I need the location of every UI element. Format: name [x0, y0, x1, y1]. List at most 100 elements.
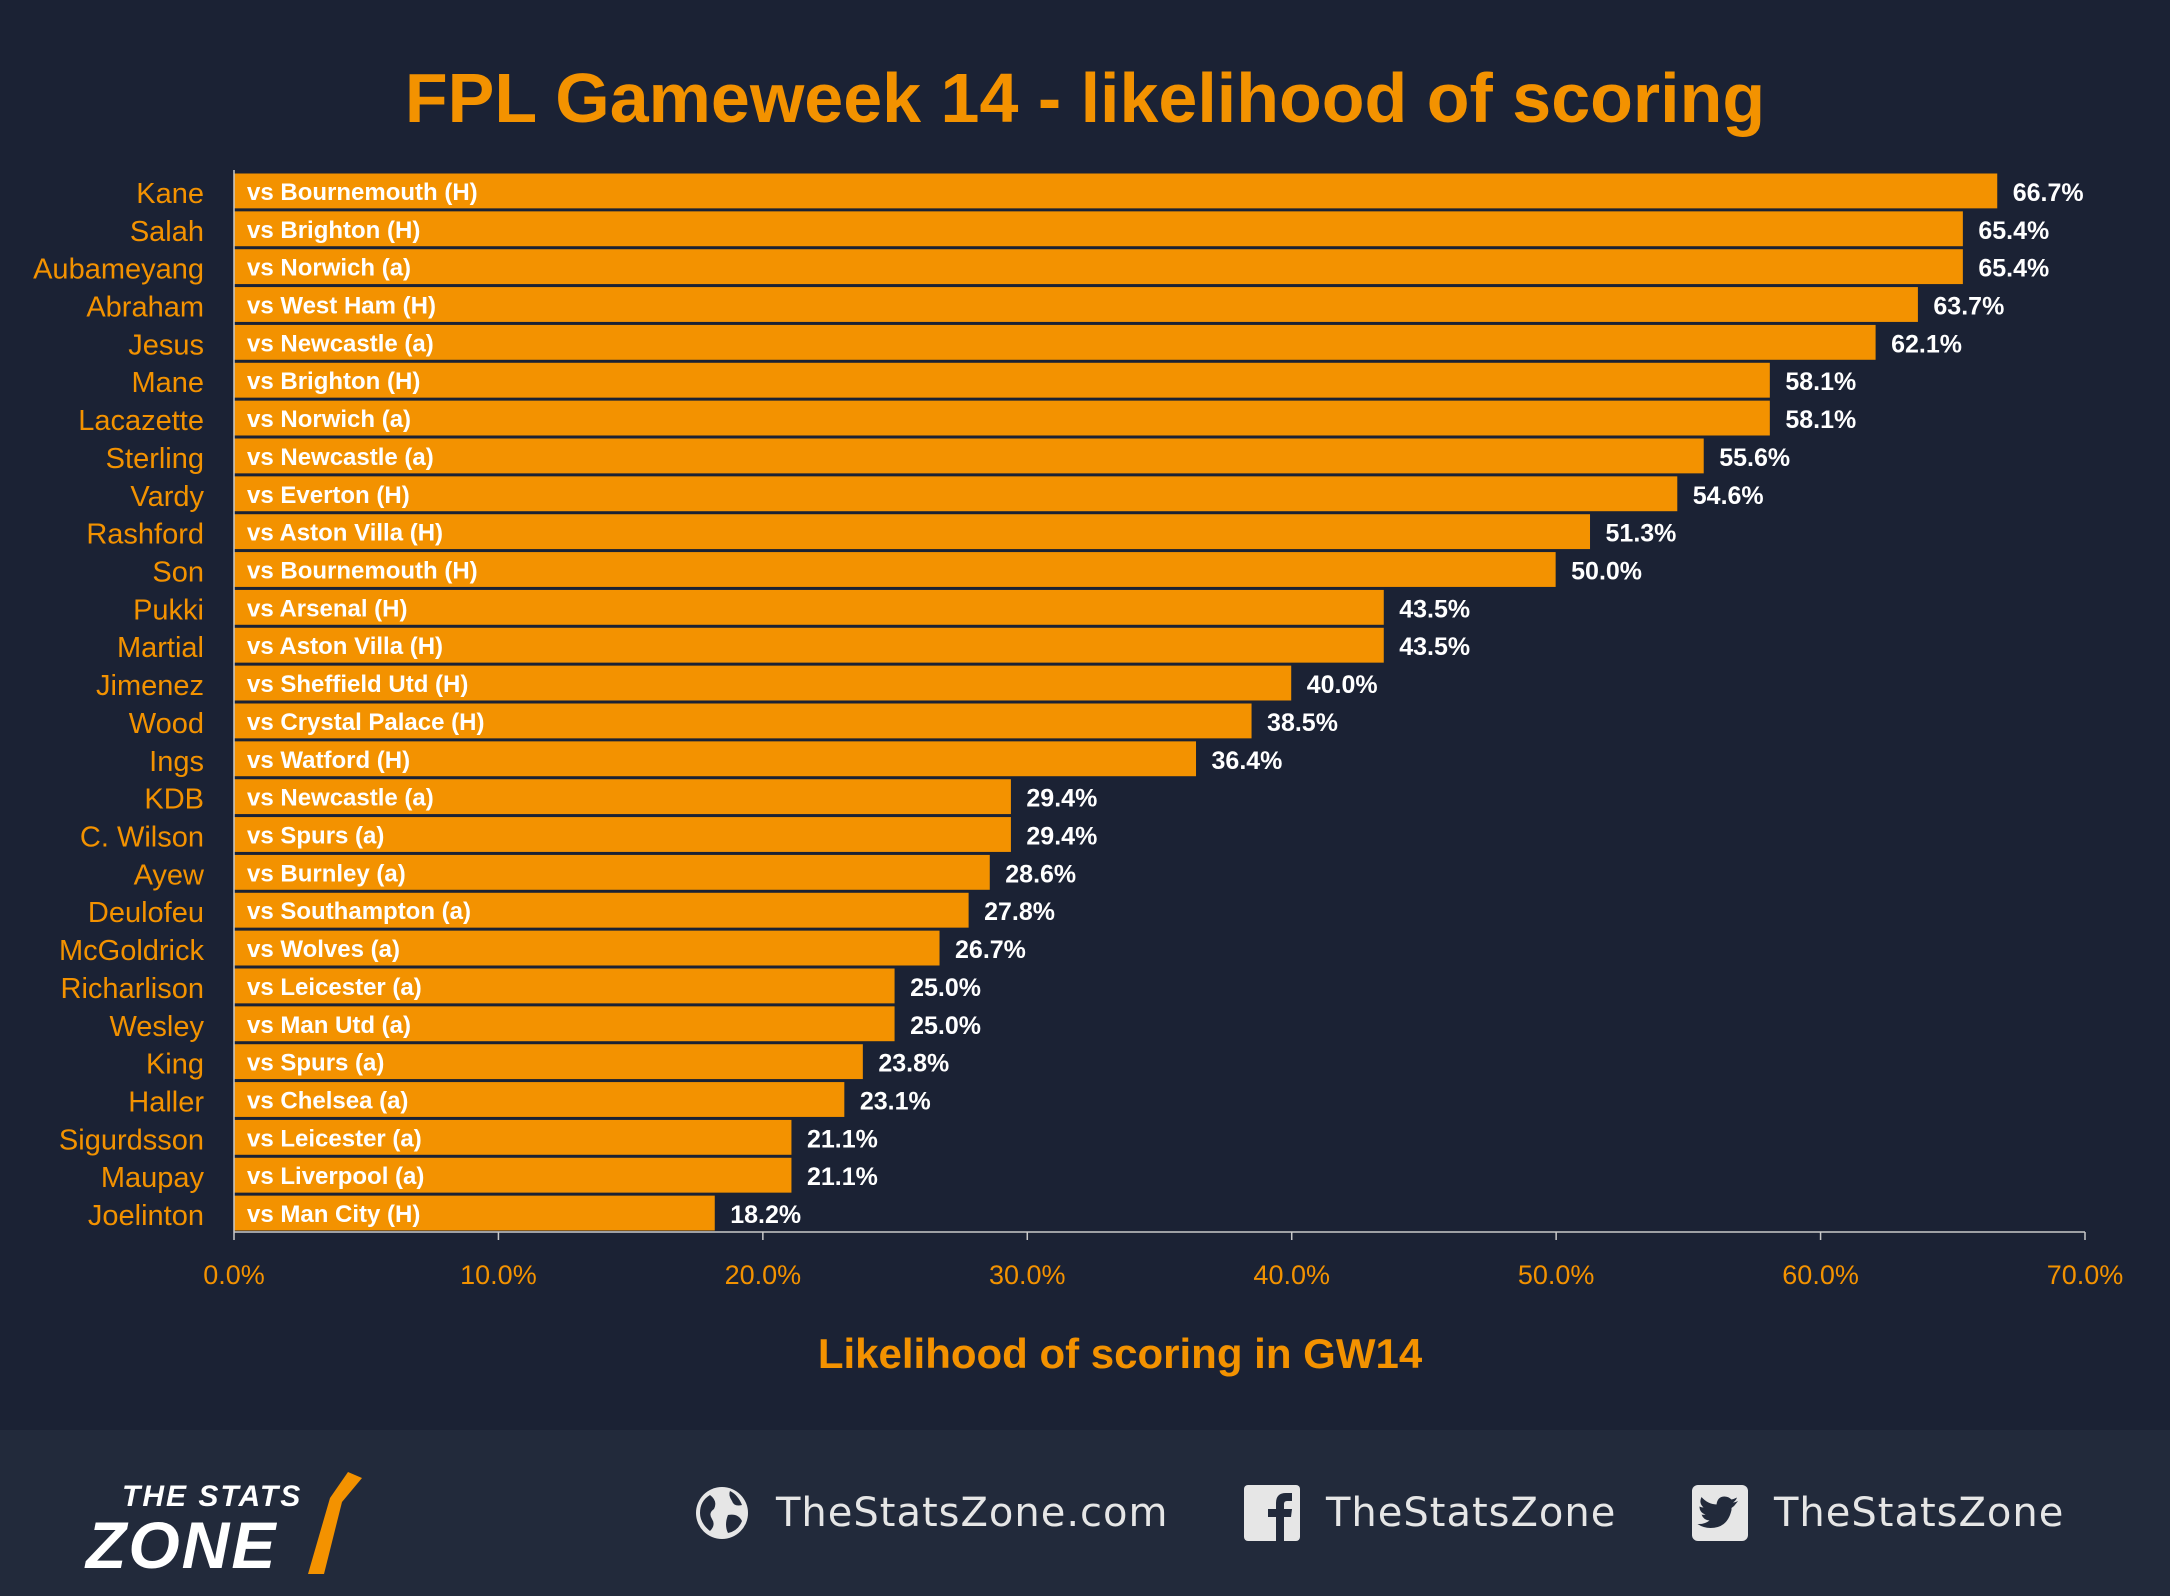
bar — [233, 891, 970, 929]
data-label: 66.7% — [2013, 179, 2084, 207]
bar-fixture-label: vs Bournemouth (H) — [247, 558, 478, 585]
facebook-text: TheStatsZone — [1326, 1490, 1617, 1536]
bar — [233, 437, 1705, 475]
y-tick-label: McGoldrick — [59, 935, 205, 967]
bar — [233, 1005, 896, 1043]
data-label: 40.0% — [1307, 671, 1378, 699]
y-tick-label: Deulofeu — [88, 897, 204, 929]
bar-fixture-label: vs Newcastle (a) — [247, 785, 434, 812]
data-label: 65.4% — [1978, 255, 2049, 283]
y-tick-label: Richarlison — [61, 973, 204, 1005]
y-tick-label: Martial — [117, 632, 204, 664]
data-label: 58.1% — [1785, 368, 1856, 396]
x-tick-label: 60.0% — [1782, 1260, 1859, 1290]
data-label: 25.0% — [910, 1012, 981, 1040]
data-label: 38.5% — [1267, 709, 1338, 737]
bar — [233, 740, 1198, 778]
bar — [233, 248, 1964, 286]
chart-plot-area: Kane vs Bournemouth (H) 66.7% Salah vs Brigh… — [33, 170, 2123, 1290]
data-label: 63.7% — [1933, 293, 2004, 321]
data-label: 54.6% — [1693, 482, 1764, 510]
x-axis-title: Likelihood of scoring in GW14 — [818, 1330, 1423, 1377]
data-label: 25.0% — [910, 974, 981, 1002]
x-tick-label: 20.0% — [725, 1260, 802, 1290]
y-tick-label: C. Wilson — [80, 822, 204, 854]
data-label: 43.5% — [1399, 595, 1470, 623]
y-tick-label: Vardy — [130, 481, 204, 513]
y-tick-label: Haller — [128, 1087, 204, 1119]
data-label: 50.0% — [1571, 558, 1642, 586]
data-label: 43.5% — [1399, 633, 1470, 661]
svg-text:THE STATS: THE STATS — [122, 1480, 302, 1513]
bar-fixture-label: vs Aston Villa (H) — [247, 520, 443, 547]
y-tick-label: Maupay — [101, 1162, 205, 1194]
data-label: 26.7% — [955, 936, 1026, 964]
bar-fixture-label: vs Arsenal (H) — [247, 595, 408, 622]
bar — [233, 475, 1679, 513]
bar-fixture-label: vs Man City (H) — [247, 1201, 420, 1228]
y-tick-label: Jimenez — [96, 670, 204, 702]
facebook-link[interactable]: TheStatsZone — [1240, 1478, 1616, 1548]
data-label: 58.1% — [1785, 406, 1856, 434]
y-tick-label: Rashford — [86, 519, 204, 551]
bar-fixture-label: vs Southampton (a) — [247, 898, 471, 925]
data-label: 27.8% — [984, 898, 1055, 926]
y-tick-label: Sterling — [106, 443, 204, 475]
bar — [233, 286, 1919, 323]
globe-icon — [696, 1487, 748, 1539]
bar-fixture-label: vs West Ham (H) — [247, 293, 436, 320]
y-tick-label: Jesus — [128, 329, 204, 361]
twitter-icon — [1692, 1485, 1748, 1541]
x-tick-label: 10.0% — [460, 1260, 537, 1290]
bar-fixture-label: vs Leicester (a) — [247, 1125, 422, 1152]
data-label: 55.6% — [1719, 444, 1790, 472]
y-tick-label: Abraham — [86, 292, 204, 324]
twitter-link[interactable]: TheStatsZone — [1688, 1478, 2064, 1548]
x-tick-label: 0.0% — [203, 1260, 265, 1290]
bar — [233, 588, 1385, 626]
bar-fixture-label: vs Liverpool (a) — [247, 1163, 424, 1190]
data-label: 51.3% — [1606, 520, 1677, 548]
bar — [233, 1194, 716, 1232]
y-tick-label: Aubameyang — [33, 254, 204, 286]
bar — [233, 361, 1771, 399]
data-label: 21.1% — [807, 1163, 878, 1191]
bar-fixture-label: vs Aston Villa (H) — [247, 633, 443, 660]
bar — [233, 210, 1964, 248]
bar — [233, 172, 1999, 210]
bar — [233, 664, 1293, 702]
bar-fixture-label: vs Bournemouth (H) — [247, 179, 478, 206]
chart-title: FPL Gameweek 14 - likelihood of scoring — [405, 59, 1765, 137]
data-label: 29.4% — [1026, 785, 1097, 813]
bar — [233, 513, 1592, 551]
bar-fixture-label: vs Everton (H) — [247, 482, 410, 509]
data-label: 23.8% — [878, 1050, 949, 1078]
bar-fixture-label: vs Brighton (H) — [247, 217, 420, 244]
y-tick-label: Lacazette — [78, 405, 204, 437]
bar-fixture-label: vs Leicester (a) — [247, 974, 422, 1001]
y-tick-label: Sigurdsson — [59, 1124, 204, 1156]
x-tick-label: 40.0% — [1253, 1260, 1330, 1290]
bar-fixture-label: vs Norwich (a) — [247, 255, 411, 282]
y-tick-label: King — [146, 1049, 204, 1081]
bar — [233, 967, 896, 1005]
data-label: 28.6% — [1005, 860, 1076, 888]
bar-fixture-label: vs Brighton (H) — [247, 368, 420, 395]
bar-fixture-label: vs Spurs (a) — [247, 823, 384, 850]
website-link[interactable]: TheStatsZone.com — [690, 1478, 1168, 1548]
y-tick-label: Son — [152, 557, 204, 589]
bar — [233, 551, 1557, 588]
data-label: 36.4% — [1212, 747, 1283, 775]
bar-fixture-label: vs Man Utd (a) — [247, 1012, 411, 1039]
bar-fixture-label: vs Burnley (a) — [247, 860, 406, 887]
bar-fixture-label: vs Spurs (a) — [247, 1050, 384, 1077]
data-label: 29.4% — [1026, 823, 1097, 851]
bar-fixture-label: vs Crystal Palace (H) — [247, 709, 484, 736]
bar-fixture-label: vs Norwich (a) — [247, 406, 411, 433]
bar-fixture-label: vs Watford (H) — [247, 747, 410, 774]
bar-fixture-label: vs Newcastle (a) — [247, 444, 434, 471]
bar — [233, 626, 1385, 664]
y-tick-label: Wesley — [109, 1011, 204, 1043]
bar — [233, 1043, 864, 1081]
y-tick-label: Ings — [149, 746, 204, 778]
